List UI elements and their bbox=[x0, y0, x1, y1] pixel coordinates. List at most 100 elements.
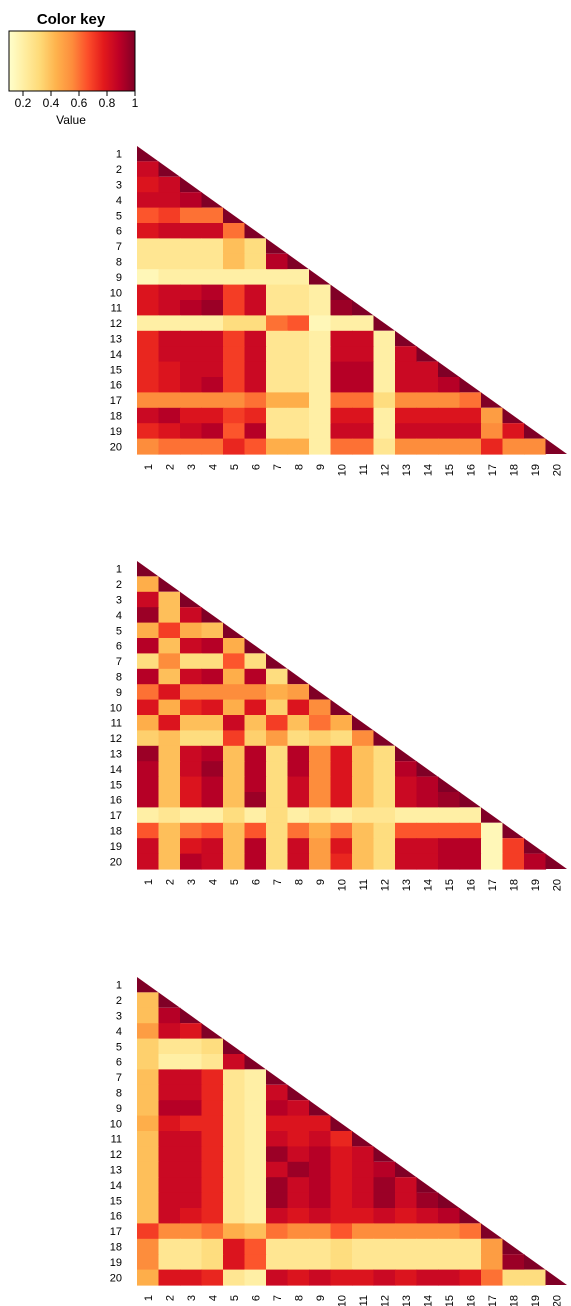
heatmap-cell bbox=[201, 807, 224, 824]
heatmap-cell bbox=[244, 315, 267, 332]
heatmap-cell bbox=[416, 423, 439, 440]
heatmap-cell bbox=[244, 745, 267, 762]
heatmap-cell bbox=[180, 1100, 203, 1117]
heatmap-cell bbox=[201, 653, 224, 670]
heatmap-cell bbox=[180, 761, 203, 778]
heatmap-cell bbox=[287, 438, 310, 455]
heatmap-cell bbox=[201, 223, 224, 239]
heatmap-cell bbox=[137, 638, 160, 654]
heatmap-cell bbox=[266, 1146, 289, 1163]
heatmap-cell bbox=[266, 253, 289, 270]
heatmap-cell bbox=[287, 776, 310, 793]
column-label: 19 bbox=[530, 879, 542, 891]
heatmap-cell bbox=[266, 745, 289, 762]
column-label: 15 bbox=[444, 464, 456, 476]
heatmap-cell bbox=[438, 1192, 460, 1208]
heatmap-cell bbox=[352, 1238, 375, 1255]
heatmap-cell bbox=[352, 853, 375, 870]
heatmap-cell bbox=[309, 699, 332, 716]
heatmap-cell bbox=[158, 638, 181, 654]
column-label: 4 bbox=[207, 879, 219, 885]
heatmap-cell bbox=[158, 330, 181, 347]
heatmap-cell bbox=[330, 807, 353, 824]
heatmap-cell bbox=[352, 807, 375, 824]
heatmap-cell bbox=[352, 377, 375, 393]
column-label: 12 bbox=[379, 879, 391, 891]
heatmap-cell bbox=[158, 591, 181, 608]
heatmap-cell bbox=[158, 653, 181, 670]
heatmap-cell bbox=[524, 1254, 546, 1270]
heatmap-cell bbox=[201, 745, 224, 762]
column-label: 20 bbox=[551, 1295, 563, 1306]
heatmap-cell bbox=[309, 761, 332, 778]
row-label: 18 bbox=[110, 1242, 122, 1254]
heatmap-cell bbox=[201, 1177, 224, 1194]
heatmap-cell bbox=[180, 423, 203, 440]
heatmap-cell bbox=[137, 315, 160, 332]
heatmap-cell bbox=[244, 1238, 267, 1255]
heatmap-cell bbox=[158, 1115, 181, 1132]
heatmap-cell bbox=[330, 300, 353, 316]
heatmap-cell bbox=[180, 223, 203, 239]
heatmap-cell bbox=[373, 730, 395, 746]
heatmap-cell bbox=[223, 284, 246, 301]
heatmap-cell bbox=[244, 407, 267, 424]
column-label: 2 bbox=[164, 1295, 176, 1301]
row-label: 12 bbox=[110, 1149, 122, 1161]
heatmap-cell bbox=[438, 838, 461, 855]
heatmap-cell bbox=[438, 1269, 461, 1286]
heatmap-cell bbox=[223, 346, 246, 363]
heatmap-cell bbox=[395, 838, 418, 855]
heatmap-cell bbox=[481, 423, 504, 440]
heatmap-cell bbox=[201, 853, 224, 870]
heatmap-cell bbox=[266, 838, 289, 855]
heatmap-cell bbox=[158, 607, 181, 624]
heatmap-cell bbox=[395, 377, 418, 393]
heatmap-cell bbox=[287, 1131, 310, 1147]
heatmap-cell bbox=[223, 684, 246, 701]
column-label: 5 bbox=[229, 879, 241, 885]
column-label: 14 bbox=[422, 1295, 434, 1306]
heatmap-cell bbox=[244, 1161, 267, 1178]
column-label: 8 bbox=[293, 1295, 305, 1301]
heatmap-cell bbox=[373, 1223, 396, 1240]
heatmap-cell bbox=[416, 1208, 439, 1224]
heatmap-cell bbox=[266, 1100, 289, 1117]
heatmap-cell bbox=[309, 377, 332, 393]
heatmap-cell bbox=[545, 1269, 567, 1285]
heatmap-cell bbox=[137, 392, 160, 409]
heatmap-cell bbox=[158, 1208, 181, 1224]
column-label: 1 bbox=[143, 879, 155, 885]
heatmap-cell bbox=[137, 822, 160, 839]
column-label: 9 bbox=[315, 879, 327, 885]
heatmap-cell bbox=[180, 745, 203, 762]
heatmap-cell bbox=[180, 176, 202, 193]
heatmap-cell bbox=[158, 346, 181, 363]
heatmap-cell bbox=[524, 838, 546, 854]
color-key-tick-label: 0.8 bbox=[99, 96, 116, 110]
column-label: 16 bbox=[465, 1295, 477, 1306]
heatmap-cell bbox=[459, 423, 482, 440]
heatmap-cell bbox=[244, 1146, 267, 1163]
heatmap-cell bbox=[395, 1161, 417, 1178]
heatmap-cell bbox=[502, 1238, 524, 1255]
row-label: 16 bbox=[110, 380, 122, 392]
heatmap-cell bbox=[201, 730, 224, 747]
heatmap-cell bbox=[137, 776, 160, 793]
heatmap-cell bbox=[180, 776, 203, 793]
row-label: 13 bbox=[110, 1165, 122, 1177]
heatmap-cell bbox=[223, 638, 246, 654]
heatmap-cell bbox=[287, 745, 310, 762]
heatmap-cell bbox=[158, 1131, 181, 1147]
heatmap-cell bbox=[416, 838, 439, 855]
heatmap-cell bbox=[395, 822, 418, 839]
heatmap-cell bbox=[137, 1023, 160, 1040]
heatmap-cell bbox=[287, 699, 310, 716]
heatmap-cell bbox=[309, 330, 332, 347]
heatmap-cell bbox=[416, 361, 439, 378]
heatmap-cell bbox=[158, 1054, 181, 1070]
heatmap-cell bbox=[459, 1254, 482, 1271]
heatmap-cell bbox=[158, 807, 181, 824]
heatmap-cell bbox=[502, 822, 524, 839]
